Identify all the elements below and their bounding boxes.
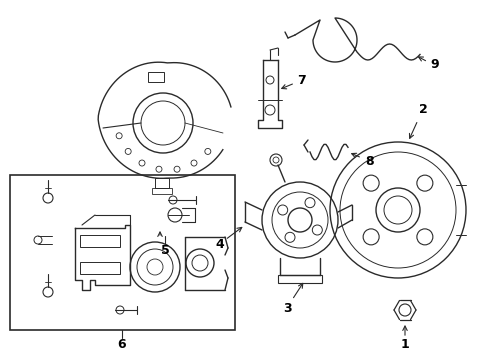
Bar	[10, 175, 235, 330]
Bar	[278, 275, 321, 283]
Bar	[148, 72, 163, 82]
Text: 7: 7	[297, 73, 306, 86]
Text: 5: 5	[160, 243, 169, 256]
Bar	[80, 262, 120, 274]
Text: 2: 2	[418, 104, 427, 117]
Text: 8: 8	[365, 156, 373, 168]
Bar	[155, 178, 169, 188]
Text: 3: 3	[283, 301, 292, 315]
Text: 9: 9	[430, 58, 438, 72]
Text: 6: 6	[118, 338, 126, 351]
Bar	[80, 235, 120, 247]
Text: 4: 4	[215, 238, 224, 252]
Bar	[152, 188, 172, 194]
Text: 1: 1	[400, 338, 408, 351]
